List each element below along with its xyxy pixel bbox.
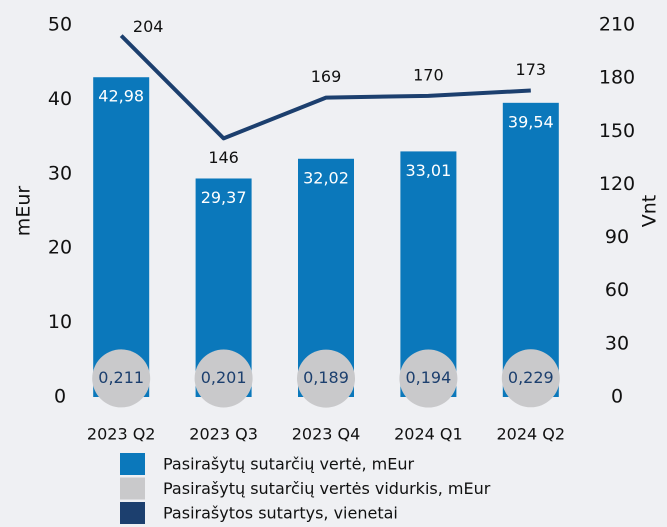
line-value-label: 146 (208, 148, 239, 167)
average-marker (92, 349, 151, 408)
line-value-label: 169 (311, 67, 342, 86)
y2-tick-label: 60 (605, 279, 629, 301)
average-marker (501, 349, 560, 408)
average-marker (194, 349, 253, 408)
average-label: 0,211 (98, 368, 144, 387)
y2-tick-label: 150 (599, 120, 635, 142)
x-tick-label: 2023 Q3 (189, 425, 258, 444)
average-label: 0,229 (508, 368, 554, 387)
y-tick-label: 30 (48, 162, 72, 184)
bar (93, 77, 150, 398)
average-label: 0,189 (303, 368, 349, 387)
y-tick-label: 20 (48, 237, 72, 259)
y2-tick-label: 180 (599, 67, 635, 89)
bar-value-label: 39,54 (508, 112, 554, 131)
bar-value-label: 33,01 (405, 161, 451, 180)
legend-label: Pasirašytų sutarčių vertė, mEur (163, 455, 414, 474)
average-marker (399, 349, 458, 408)
x-tick-label: 2023 Q2 (87, 425, 156, 444)
legend-swatch (120, 502, 145, 524)
legend-label: Pasirašytos sutartys, vienetai (163, 504, 398, 523)
average-label: 0,194 (405, 368, 451, 387)
y-tick-label: 10 (48, 311, 72, 333)
x-tick-label: 2024 Q2 (497, 425, 566, 444)
legend-swatch (120, 453, 145, 475)
average-label: 0,201 (201, 368, 247, 387)
line (119, 34, 531, 141)
average-marker (297, 349, 355, 408)
x-tick-label: 2023 Q4 (292, 425, 361, 444)
line-value-label: 173 (516, 60, 547, 79)
legend-swatch (120, 477, 145, 500)
line-value-label: 170 (413, 65, 444, 84)
y2-tick-label: 0 (611, 386, 623, 408)
y2-tick-label: 120 (599, 173, 635, 195)
x-tick-label: 2024 Q1 (394, 425, 463, 444)
y2-axis-title: Vnt (639, 195, 661, 228)
y2-tick-label: 30 (605, 332, 629, 354)
y-tick-label: 50 (48, 14, 72, 36)
y2-tick-label: 90 (605, 226, 629, 248)
legend-label: Pasirašytų sutarčių vertės vidurkis, mEu… (163, 479, 491, 498)
bar-value-label: 42,98 (98, 87, 144, 106)
bar-value-label: 32,02 (303, 168, 349, 187)
line-value-label: 204 (133, 17, 164, 36)
bar (502, 102, 559, 398)
bar-value-label: 29,37 (201, 188, 247, 207)
y2-tick-label: 210 (599, 14, 635, 36)
y-tick-label: 0 (54, 386, 66, 408)
y-tick-label: 40 (48, 88, 72, 110)
y-axis-title: mEur (13, 186, 35, 237)
